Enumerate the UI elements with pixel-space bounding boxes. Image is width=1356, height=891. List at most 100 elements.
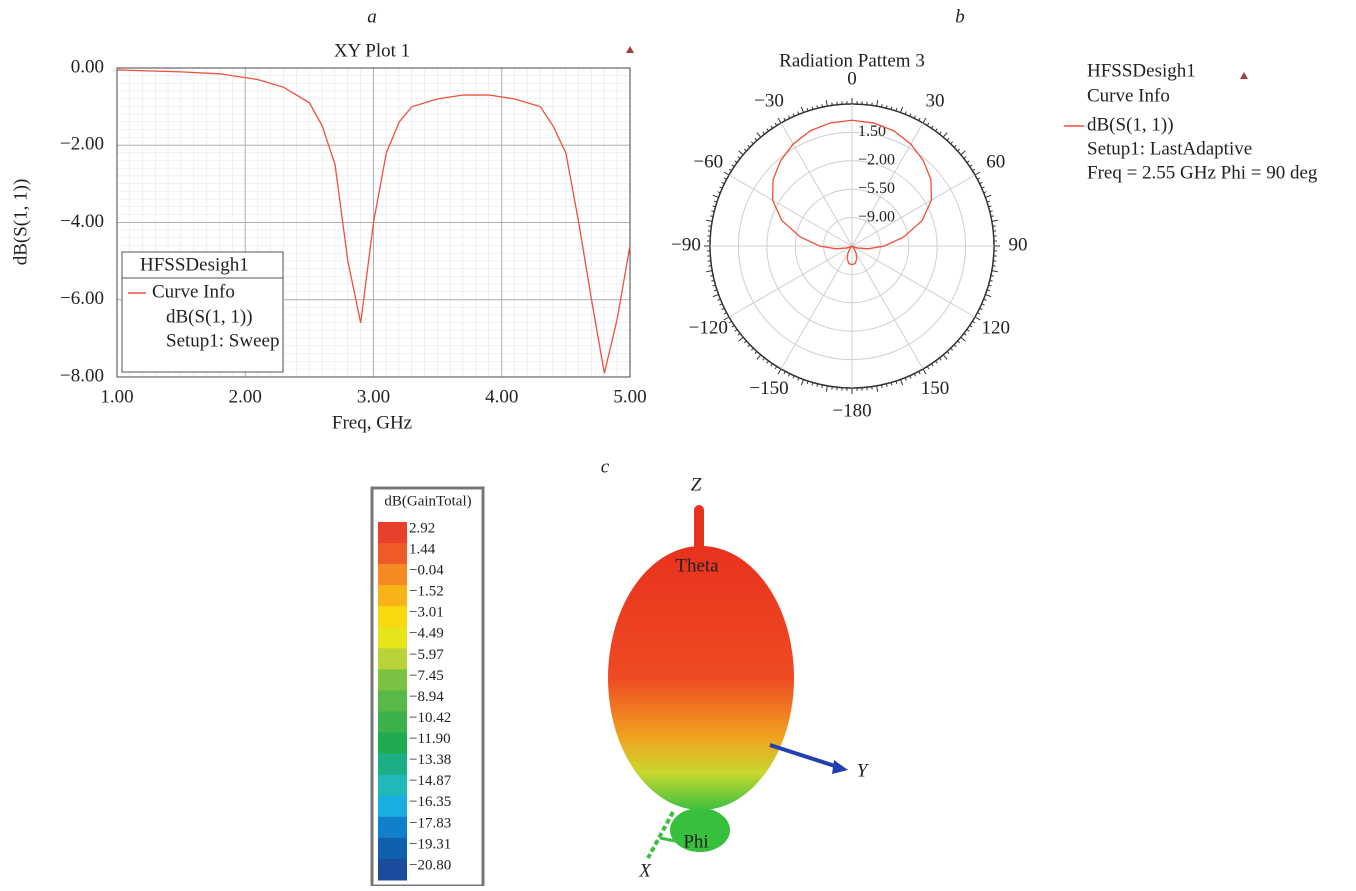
colorbar-block [378, 606, 407, 628]
outer-tick [775, 366, 777, 369]
colorbar-label: −10.42 [409, 710, 451, 726]
y-axis-title: dB(S(1, 1)) [10, 179, 31, 266]
outer-tick [919, 118, 920, 121]
outer-tick [735, 161, 737, 163]
colorbar-block [378, 712, 407, 734]
grid-spoke [852, 246, 975, 317]
x-tick-label: 4.00 [485, 386, 518, 407]
colorbar-block [378, 817, 407, 839]
angle-tick-label: −30 [754, 91, 784, 112]
outer-tick [985, 295, 991, 297]
outer-tick [886, 384, 887, 387]
x-tick-label: 1.00 [100, 386, 133, 407]
outer-tick [778, 118, 781, 123]
outer-tick [958, 149, 960, 151]
colorbar-label: −3.01 [409, 605, 444, 621]
y-axis-label: Y [857, 760, 870, 781]
outer-tick [980, 308, 983, 309]
outer-tick [970, 165, 972, 167]
outer-tick [943, 133, 947, 138]
main-lobe [608, 546, 794, 810]
colorbar-block [378, 859, 407, 881]
outer-tick [954, 345, 956, 347]
outer-tick [720, 187, 723, 188]
outer-tick [720, 304, 723, 305]
outer-tick [991, 276, 994, 277]
colorbar-label: −16.35 [409, 794, 451, 810]
outer-tick [788, 374, 789, 377]
outer-tick [927, 366, 929, 369]
outer-tick [724, 313, 727, 314]
z-axis-label: Z [691, 474, 702, 495]
outer-tick [901, 379, 903, 385]
outer-tick [744, 341, 746, 343]
colorbar-label: 2.92 [409, 520, 435, 536]
outer-tick [793, 376, 794, 379]
outer-tick [951, 348, 953, 350]
outer-tick [935, 129, 937, 131]
outer-tick [739, 337, 744, 341]
outer-tick [914, 374, 915, 377]
panel-label: c [601, 456, 610, 477]
x-axis-label: X [638, 860, 652, 881]
x-tick-label: 5.00 [613, 386, 646, 407]
outer-tick [724, 172, 729, 175]
grid-spoke [729, 246, 852, 317]
outer-tick [919, 371, 920, 374]
marker-triangle [1240, 72, 1248, 79]
outer-tick [738, 333, 740, 335]
legend-line: Freq = 2.55 GHz Phi = 90 deg [1087, 162, 1318, 183]
outer-tick [877, 100, 878, 106]
outer-tick [947, 138, 949, 140]
colorbar-label: −13.38 [409, 752, 451, 768]
outer-tick [706, 271, 712, 272]
outer-tick [992, 220, 998, 221]
outer-tick [710, 216, 713, 217]
outer-tick [961, 151, 966, 155]
outer-tick [970, 325, 972, 327]
angle-tick-label: −90 [671, 234, 701, 255]
colorbar-label: 1.44 [409, 541, 436, 557]
outer-tick [793, 114, 794, 117]
y-axis-arrow [770, 745, 838, 767]
legend-line: Setup1: LastAdaptive [1087, 138, 1252, 159]
outer-tick [910, 376, 911, 379]
legend-series: dB(S(1, 1)) [1087, 114, 1174, 135]
outer-tick [729, 169, 732, 171]
outer-tick [732, 325, 734, 327]
outer-tick [991, 216, 994, 217]
colorbar-block [378, 733, 407, 755]
outer-tick [729, 321, 732, 323]
colorbar-block [378, 627, 407, 649]
panel-label: a [367, 6, 377, 27]
angle-tick-label: −120 [689, 317, 728, 338]
figure: Z Y X Theta Phi aXY Plot 11.002.003.004.… [0, 0, 1356, 886]
outer-tick [738, 157, 740, 159]
outer-tick [748, 345, 750, 347]
outer-tick [711, 211, 714, 212]
colorbar-block [378, 754, 407, 776]
outer-tick [801, 379, 803, 385]
outer-tick [732, 165, 734, 167]
outer-tick [755, 352, 757, 354]
colorbar-block [378, 564, 407, 586]
colorbar-label: −7.45 [409, 668, 444, 684]
outer-tick [943, 355, 947, 360]
outer-tick [935, 361, 937, 363]
x-tick-label: 3.00 [357, 386, 390, 407]
colorbar-label: −4.49 [409, 626, 444, 642]
legend-header: Curve Info [152, 281, 235, 302]
colorbar-label: −14.87 [409, 773, 452, 789]
angle-tick-label: 60 [986, 151, 1005, 172]
outer-tick [817, 384, 818, 387]
outer-tick [739, 151, 744, 155]
colorbar-block [378, 648, 407, 670]
outer-tick [767, 361, 769, 363]
angle-tick-label: −150 [749, 378, 788, 399]
outer-tick [778, 369, 781, 374]
y-arrow-head [832, 760, 848, 774]
outer-tick [975, 317, 980, 320]
outer-tick [784, 118, 785, 121]
outer-tick [763, 132, 765, 134]
marker-triangle [626, 46, 634, 53]
